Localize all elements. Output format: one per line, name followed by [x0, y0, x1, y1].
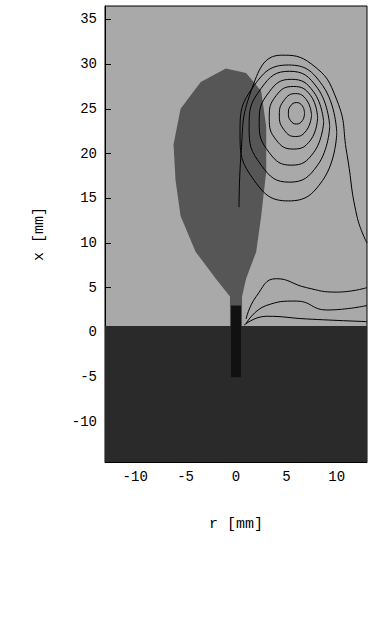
svg-text:x [mm]: x [mm] [31, 207, 48, 261]
svg-text:35: 35 [80, 11, 97, 27]
svg-text:-5: -5 [177, 469, 194, 485]
svg-text:-10: -10 [72, 414, 97, 430]
svg-text:-10: -10 [123, 469, 148, 485]
svg-text:10: 10 [328, 469, 345, 485]
svg-text:30: 30 [80, 56, 97, 72]
svg-text:5: 5 [282, 469, 290, 485]
svg-text:r [mm]: r [mm] [209, 516, 263, 533]
svg-text:25: 25 [80, 101, 97, 117]
svg-text:0: 0 [232, 469, 240, 485]
svg-text:10: 10 [80, 235, 97, 251]
svg-text:15: 15 [80, 190, 97, 206]
svg-text:0: 0 [89, 324, 97, 340]
svg-text:-5: -5 [80, 369, 97, 385]
svg-text:20: 20 [80, 146, 97, 162]
svg-text:5: 5 [89, 280, 97, 296]
